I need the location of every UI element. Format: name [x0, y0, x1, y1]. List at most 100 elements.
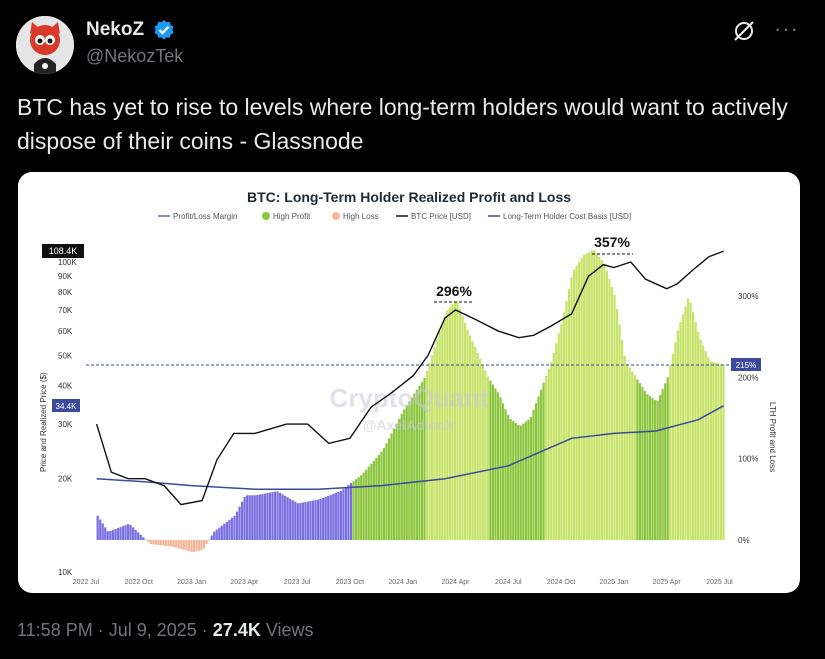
margin-bar	[187, 540, 190, 552]
margin-bar	[377, 454, 381, 540]
margin-bar	[501, 403, 505, 540]
margin-bar	[466, 329, 469, 540]
margin-bar	[509, 418, 512, 540]
margin-bar	[545, 375, 548, 540]
margin-bar	[484, 370, 487, 540]
grok-icon[interactable]	[733, 20, 755, 42]
margin-bar	[334, 492, 337, 540]
chart-legend: Profit/Loss Margin High Profit High Loss…	[158, 212, 631, 221]
margin-bar	[691, 312, 695, 540]
margin-bar	[524, 421, 527, 540]
chart-image[interactable]: BTC: Long-Term Holder Realized Profit an…	[18, 172, 800, 593]
y-left-tick: 10K	[58, 568, 73, 577]
margin-bar	[164, 540, 168, 546]
margin-bar	[342, 488, 345, 540]
margin-bar	[271, 492, 274, 540]
annotation-357: 357%	[594, 234, 630, 250]
y-left-axis-label: Price and Realized Price ($)	[39, 372, 48, 472]
margin-bar	[408, 401, 411, 540]
margin-bar	[372, 460, 375, 540]
margin-bar	[504, 409, 507, 540]
margin-bar	[626, 363, 629, 540]
margin-bar	[699, 339, 702, 540]
margin-bar	[471, 341, 474, 540]
margin-bar	[615, 309, 619, 540]
margin-bar	[474, 347, 477, 540]
margin-bar	[656, 400, 659, 540]
margin-bar	[686, 298, 690, 540]
margin-bar	[631, 371, 634, 540]
margin-bar	[633, 375, 636, 540]
chart-title: BTC: Long-Term Holder Realized Profit an…	[247, 189, 571, 205]
margin-bar	[453, 301, 457, 540]
margin-bar	[413, 393, 416, 540]
margin-bar	[385, 443, 388, 540]
margin-bar	[111, 530, 114, 540]
margin-bar	[661, 389, 664, 540]
margin-bar	[653, 400, 657, 540]
margin-bar	[405, 405, 408, 540]
margin-bar	[395, 423, 398, 540]
margin-bar	[664, 383, 667, 540]
tweet-meta: 11:58 PM · Jul 9, 2025 · 27.4K Views	[17, 620, 314, 640]
margin-bar	[144, 539, 147, 541]
more-options-icon[interactable]: ···	[774, 16, 799, 41]
margin-bar	[514, 422, 517, 540]
margin-bar	[132, 527, 135, 540]
margin-bar	[694, 322, 697, 540]
margin-bar	[175, 540, 178, 548]
margin-bar	[469, 335, 472, 540]
margin-bar	[415, 389, 419, 540]
margin-bar	[441, 323, 444, 540]
tweet-text: BTC has yet to rise to levels where long…	[17, 94, 788, 154]
author-name[interactable]: NekoZ	[86, 19, 145, 40]
margin-bar	[456, 301, 459, 540]
margin-bar	[400, 413, 403, 540]
margin-bar	[251, 495, 254, 540]
margin-bar	[228, 519, 231, 540]
margin-bar	[570, 277, 573, 540]
margin-bar	[517, 424, 520, 540]
margin-bar	[185, 540, 188, 551]
margin-bar	[296, 503, 299, 540]
tweet-date[interactable]: Jul 9, 2025	[108, 620, 197, 640]
margin-bar	[557, 333, 560, 540]
x-tick: 2022 Jul	[73, 579, 100, 586]
margin-bar	[431, 355, 434, 540]
margin-bar	[322, 497, 325, 540]
author-handle[interactable]: @NekozTek	[86, 46, 184, 66]
margin-bar	[327, 495, 330, 540]
margin-bar	[344, 486, 348, 540]
margin-bar	[170, 540, 173, 547]
margin-bar	[106, 531, 109, 540]
margin-bar	[560, 323, 563, 540]
margin-bar	[390, 433, 393, 540]
tweet-time[interactable]: 11:58 PM	[17, 620, 93, 640]
margin-bar	[116, 528, 120, 540]
verified-badge-icon	[154, 20, 174, 40]
margin-bar	[562, 312, 565, 540]
margin-bar	[347, 485, 350, 540]
x-tick: 2024 Apr	[441, 579, 470, 586]
x-tick: 2023 Jan	[177, 579, 206, 586]
margin-bar	[129, 524, 132, 540]
margin-bar	[289, 498, 292, 540]
margin-bar	[233, 515, 236, 540]
margin-bar	[304, 502, 307, 540]
margin-bar	[555, 343, 558, 540]
margin-bar	[717, 363, 720, 540]
margin-bar	[365, 469, 368, 540]
margin-bar	[443, 316, 446, 540]
margin-bar	[636, 379, 639, 540]
margin-bar	[281, 494, 284, 540]
margin-bar	[709, 361, 712, 540]
margin-bar	[137, 532, 140, 540]
margin-bar	[218, 527, 221, 540]
margin-bar	[375, 457, 378, 540]
margin-bar	[588, 252, 591, 540]
views-count: 27.4K	[212, 620, 261, 640]
margin-bar	[714, 362, 717, 540]
margin-bar	[263, 493, 266, 540]
margin-bar	[360, 475, 363, 540]
author-avatar[interactable]	[16, 16, 74, 74]
